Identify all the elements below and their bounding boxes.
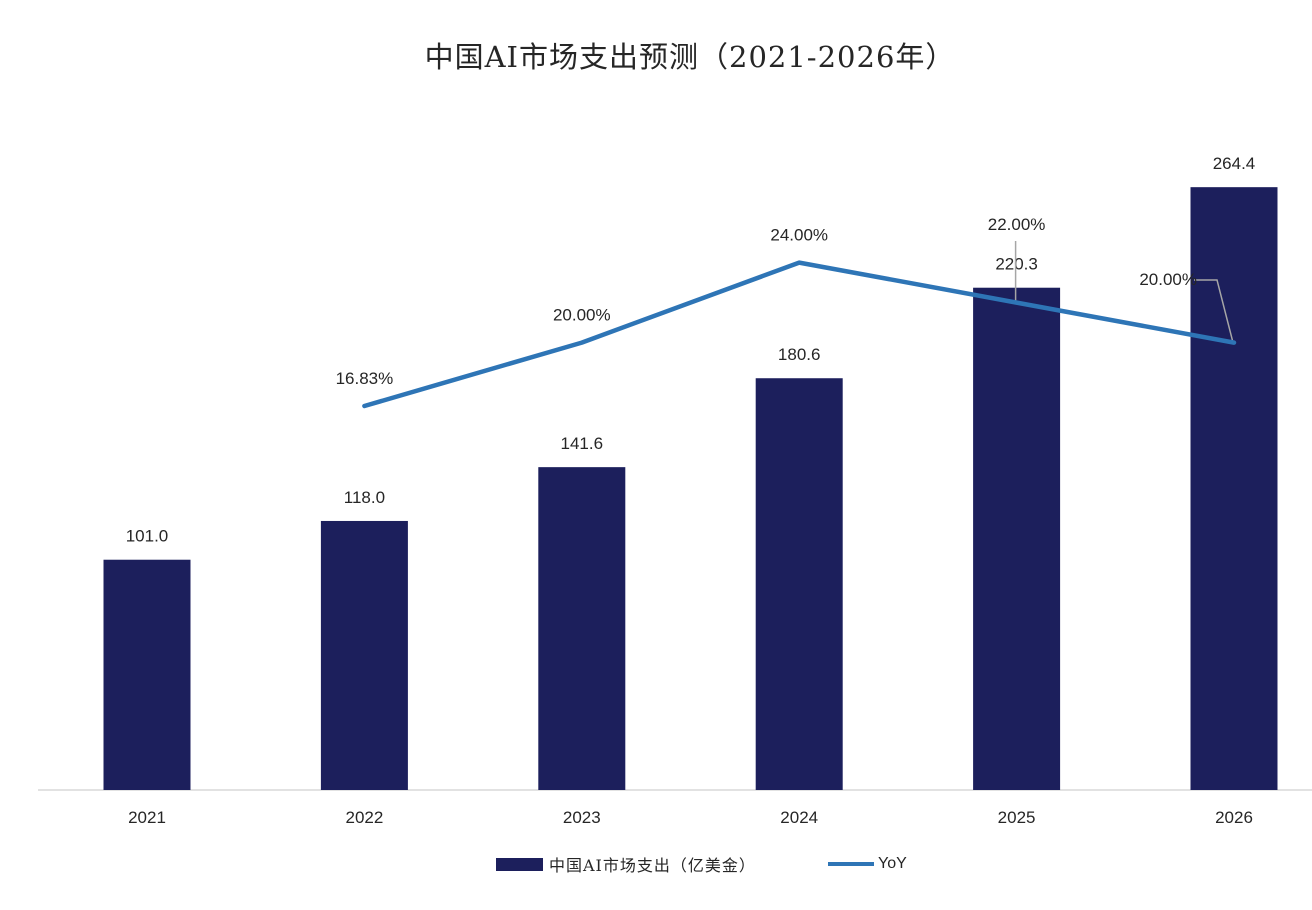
- legend-label-bar: 中国AI市场支出（亿美金）: [549, 856, 756, 875]
- leader-line-2026: [1194, 279, 1234, 343]
- bar-2021: [103, 559, 191, 790]
- yoy-value-label-2022: 16.83%: [336, 369, 394, 388]
- legend-item-line: YoY: [828, 851, 907, 877]
- legend-swatch-bar: [496, 857, 543, 871]
- bar-2026: [1190, 187, 1278, 791]
- x-tick-label-2026: 2026: [1215, 808, 1253, 827]
- bar-2025: [973, 287, 1061, 790]
- legend-label-line: YoY: [878, 855, 907, 872]
- legend-item-bar: 中国AI市场支出（亿美金）: [496, 851, 756, 877]
- bar-value-label-2024: 180.6: [778, 345, 821, 364]
- bar-value-label-2021: 101.0: [126, 527, 169, 546]
- yoy-value-label-2026: 20.00%: [1139, 270, 1197, 289]
- chart-legend: 中国AI市场支出（亿美金） YoY: [0, 851, 1312, 877]
- x-tick-label-2021: 2021: [128, 808, 166, 827]
- bar-2022: [320, 520, 408, 790]
- yoy-value-label-2023: 20.00%: [553, 306, 611, 325]
- yoy-line: [362, 260, 1237, 409]
- bar-2024: [755, 378, 843, 790]
- x-tick-label-2022: 2022: [345, 808, 383, 827]
- bar-2023: [538, 467, 626, 790]
- chart-title: 中国AI市场支出预测（2021-2026年）: [424, 40, 956, 74]
- x-tick-label-2024: 2024: [780, 808, 818, 827]
- bar-value-label-2022: 118.0: [344, 488, 385, 507]
- bar-value-label-2025: 220.3: [995, 255, 1038, 274]
- bar-value-label-2023: 141.6: [561, 434, 604, 453]
- yoy-value-label-2024: 24.00%: [770, 226, 828, 245]
- legend-swatch-line: [828, 862, 874, 866]
- chart-plot: 2021 2022 2023 2024 2025 2026 101.0 118.0 141.6 1…: [38, 154, 1312, 827]
- x-tick-label-2023: 2023: [563, 808, 601, 827]
- bar-value-label-2026: 264.4: [1213, 154, 1256, 173]
- x-tick-label-2025: 2025: [998, 808, 1036, 827]
- yoy-value-label-2025: 22.00%: [988, 215, 1046, 234]
